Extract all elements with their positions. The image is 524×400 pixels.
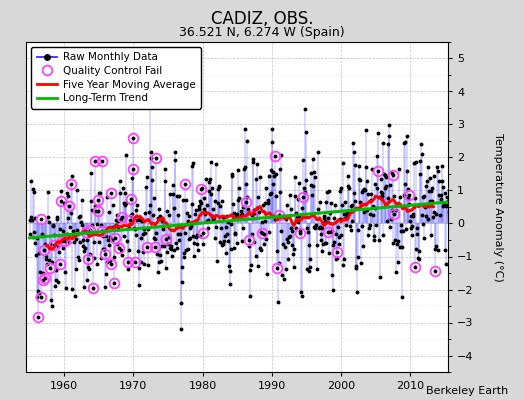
Y-axis label: Temperature Anomaly (°C): Temperature Anomaly (°C) xyxy=(493,133,503,281)
Legend: Raw Monthly Data, Quality Control Fail, Five Year Moving Average, Long-Term Tren: Raw Monthly Data, Quality Control Fail, … xyxy=(31,47,201,108)
Text: Berkeley Earth: Berkeley Earth xyxy=(426,386,508,396)
Text: CADIZ, OBS.: CADIZ, OBS. xyxy=(211,10,313,28)
Text: 36.521 N, 6.274 W (Spain): 36.521 N, 6.274 W (Spain) xyxy=(179,26,345,39)
